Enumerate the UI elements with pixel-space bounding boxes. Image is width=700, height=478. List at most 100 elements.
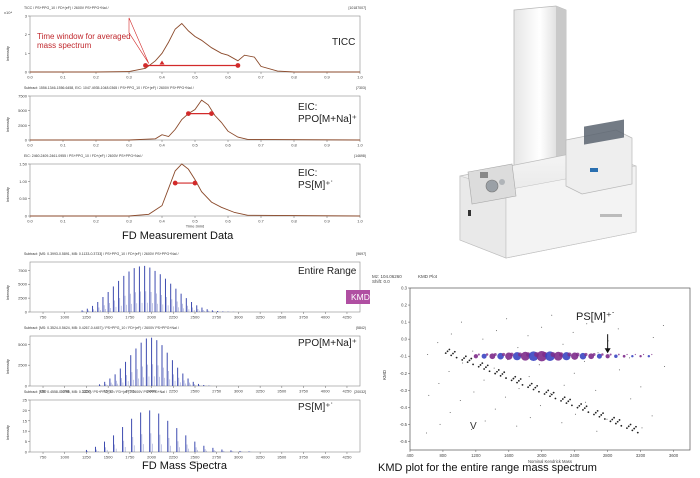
ticc-plot: 0 1 2 3 0.0 0.1 0.2 0.3 0.4 0.5 0.6 0.7 0.8 0.9 1.0 bbox=[25, 14, 364, 80]
kmd-ppo-point bbox=[532, 388, 535, 391]
spectrum-entire-xtick-label: 3250 bbox=[256, 315, 266, 320]
kmd-partial-label: V bbox=[470, 421, 477, 432]
kmd-noise-point bbox=[551, 314, 553, 316]
spectrum-ps-xtick-label: 4000 bbox=[321, 455, 331, 460]
kmd-ps-point-minor bbox=[509, 352, 514, 357]
spectrum-ps-label: PS[M]⁺˙ bbox=[298, 402, 334, 413]
ticc-ytick-label: 3 bbox=[25, 14, 28, 19]
kmd-noise-point bbox=[437, 342, 439, 344]
eic-ps-header: EIC: 2460.2409-2461.0955 / PS+PPG_10 / F… bbox=[24, 154, 143, 158]
kmd-ps-point-minor bbox=[634, 353, 636, 356]
kmd-ppo-point bbox=[517, 379, 520, 382]
eic-ps-ytick-label: 0.50 bbox=[19, 196, 28, 201]
eic-ps-xtick-label: 0.4 bbox=[159, 219, 165, 224]
kmd-noise-point bbox=[595, 389, 597, 391]
kmd-ylabel: KMD bbox=[382, 370, 387, 380]
kmd-noise-point bbox=[550, 393, 552, 395]
kmd-ps-point-minor bbox=[575, 352, 580, 357]
kmd-noise-point bbox=[527, 335, 529, 337]
kmd-noise-point bbox=[449, 411, 451, 413]
spectrum-entire-xtick-label: 750 bbox=[40, 315, 47, 320]
eic-ps-ytick-label: 1.00 bbox=[19, 179, 28, 184]
spectrum-entire-ytick-label: 2500 bbox=[18, 296, 28, 301]
kmd-noise-point bbox=[630, 398, 632, 400]
kmd-xtick-label: 3200 bbox=[636, 453, 646, 458]
kmd-ps-point bbox=[489, 353, 496, 360]
eic-ppo-xtick-label: 0.3 bbox=[126, 143, 132, 148]
kmd-ppo-point bbox=[561, 398, 564, 400]
spectrum-entire-xtick-label: 1500 bbox=[104, 315, 114, 320]
spectrum-ps-xtick-label: 1500 bbox=[104, 455, 114, 460]
kmd-ppo-point bbox=[583, 407, 586, 410]
kmd-ps-point-minor bbox=[601, 353, 604, 356]
kmd-ppo-point bbox=[499, 374, 502, 377]
eic-ps-label-species: PS[M]⁺˙ bbox=[298, 180, 334, 191]
eic-ppo-ytick-label: 7500 bbox=[18, 94, 28, 99]
kmd-ytick-label: -0.5 bbox=[400, 422, 408, 427]
kmd-ppo-point bbox=[552, 391, 555, 394]
kmd-ps-point-minor bbox=[617, 353, 620, 356]
kmd-noise-point bbox=[482, 338, 484, 340]
kmd-ppo-point bbox=[538, 390, 540, 393]
spectrum-ppo-xtick-label: 2000 bbox=[147, 389, 157, 394]
kmd-ppo-point bbox=[494, 372, 497, 375]
time-window-annotation: Time window for averaged mass spectrum bbox=[37, 32, 131, 50]
kmd-ppo-point bbox=[527, 386, 529, 389]
kmd-ppo-point bbox=[587, 411, 590, 414]
kmd-xtick-label: 2800 bbox=[603, 453, 613, 458]
spectrum-ppo-header-right: (5842) bbox=[355, 326, 366, 330]
kmd-noise-point bbox=[528, 376, 530, 378]
eic-ppo-ytick-label: 0 bbox=[25, 138, 28, 143]
eic-ps-ytick-label: 1.50 bbox=[19, 162, 28, 167]
kmd-ppo-point bbox=[516, 381, 518, 384]
kmd-noise-point bbox=[473, 391, 475, 393]
eic-ppo-xtick-label: 0.2 bbox=[93, 143, 99, 148]
kmd-xtick-label: 2400 bbox=[570, 453, 580, 458]
kmd-noise-point bbox=[662, 325, 664, 327]
kmd-ps-point bbox=[614, 354, 618, 358]
eic-ppo-xtick-label: 0.8 bbox=[291, 143, 297, 148]
eic-ppo-ytick-label: 2500 bbox=[18, 123, 28, 128]
kmd-ppo-point bbox=[549, 395, 551, 398]
kmd-ps-point bbox=[588, 353, 595, 360]
kmd-ppo-point bbox=[600, 414, 603, 416]
kmd-noise-point bbox=[471, 429, 473, 431]
eic-ps-xtick-label: 1.0 bbox=[357, 219, 363, 224]
spectrum-ps-xtick-label: 4250 bbox=[343, 455, 353, 460]
spectrum-ppo-xtick-label: 2500 bbox=[191, 389, 201, 394]
ticc-window-end bbox=[235, 63, 241, 68]
kmd-ppo-point bbox=[512, 377, 515, 380]
ticc-label: TICC bbox=[332, 37, 356, 48]
kmd-ps-point bbox=[481, 353, 487, 359]
kmd-xtick-label: 2000 bbox=[537, 453, 547, 458]
kmd-noise-point bbox=[583, 360, 585, 362]
spectrum-ps-ytick-label: 25 bbox=[23, 398, 28, 403]
eic-ppo-header: Subtract: 1556.1346-1556.6458, EIC: 1047… bbox=[24, 86, 194, 90]
kmd-ppo-point bbox=[488, 370, 491, 373]
spectrum-ps-xtick-label: 1250 bbox=[82, 455, 92, 460]
eic-ppo-series-line bbox=[30, 99, 361, 141]
eic-ppo-xtick-label: 0.6 bbox=[225, 143, 231, 148]
eic-ppo-xtick-label: 0.1 bbox=[60, 143, 66, 148]
kmd-noise-point bbox=[516, 425, 518, 427]
spectrum-entire-ylabel: Intensity bbox=[5, 285, 10, 300]
spectrum-entire-xtick-label: 2250 bbox=[169, 315, 179, 320]
kmd-noise-point bbox=[504, 396, 506, 398]
spectrum-entire-chart: Subtract: [MS: 0.3993-0.5891, MB: 0.1133… bbox=[2, 252, 368, 322]
kmd-ppo-point bbox=[547, 389, 550, 392]
kmd-ytick-label: -0.1 bbox=[400, 354, 408, 359]
eic-ppo-ylabel: Intensity bbox=[5, 117, 10, 132]
kmd-xtick-label: 3600 bbox=[669, 453, 679, 458]
spectrum-entire-xtick-label: 3000 bbox=[234, 315, 244, 320]
kmd-ppo-point bbox=[603, 418, 606, 420]
kmd-ps-point-minor bbox=[567, 352, 572, 357]
kmd-ytick-label: 0.0 bbox=[401, 337, 407, 342]
eic-ppo-xtick-label: 0.5 bbox=[192, 143, 198, 148]
kmd-ppo-point bbox=[576, 406, 579, 409]
eic-ps-xlabel: Time [min] bbox=[186, 224, 205, 229]
kmd-noise-point bbox=[483, 379, 485, 381]
spectrum-ps-header-right: [20032] bbox=[354, 390, 366, 394]
ticc-xtick-label: 0.6 bbox=[225, 75, 231, 80]
kmd-ppo-point bbox=[578, 404, 581, 407]
spectrum-ppo-xtick-label: 3000 bbox=[234, 389, 244, 394]
